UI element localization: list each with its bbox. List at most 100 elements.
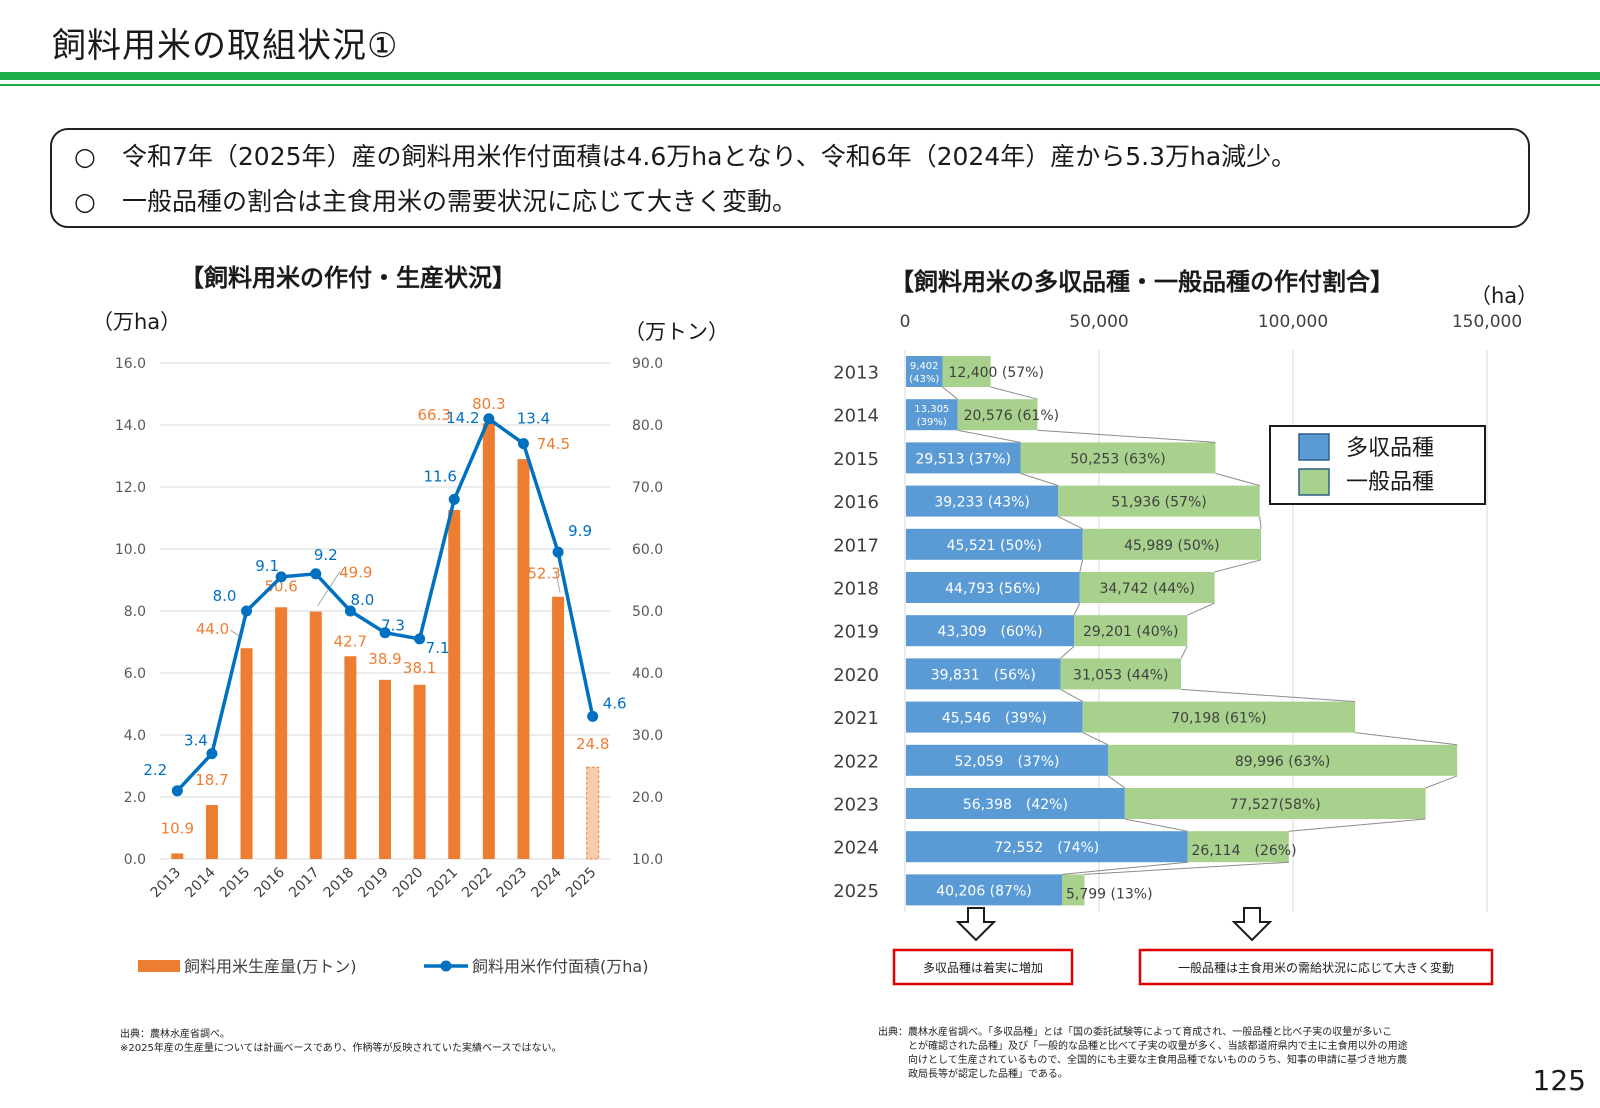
production-label: 38.9 [368,650,401,668]
general-variety-label: 31,053 (44%) [1073,667,1168,683]
production-bar [275,607,288,859]
year-label: 2021 [833,708,879,729]
multi-yield-bar [906,658,1061,690]
year-label: 2022 [459,865,496,902]
leader-line [555,572,561,593]
x-tick-label: 50,000 [1069,312,1128,332]
general-variety-bar [1082,528,1262,560]
legend-bar-label: 飼料用米生産量(万トン) [184,957,357,976]
general-variety-bar [1061,874,1085,906]
production-bar [240,648,253,859]
general-variety-label: 50,253 (63%) [1070,451,1165,467]
multi-yield-bar [906,572,1080,603]
year-label: 2014 [833,406,879,427]
multi-yield-label: 52,059 (37%) [954,754,1059,770]
left-source-line: 出典：農林水産省調べ。 [120,1029,230,1040]
title-rule-thick [0,72,1600,80]
production-label: 42.7 [334,632,367,650]
area-point [241,605,253,617]
legend-line-label: 飼料用米作付面積(万ha) [472,957,648,976]
production-label: 44.0 [196,620,229,638]
left-tick-label: 0.0 [124,852,146,868]
production-bar [517,459,530,859]
callout-box [892,948,1074,986]
series-connector [1079,559,1084,573]
production-bar [413,684,426,859]
year-label: 2013 [833,363,879,384]
series-connector [1214,559,1262,573]
x-tick-label: 100,000 [1258,312,1328,332]
production-area-chart: 0.0 2.0 4.0 6.0 8.0 10.0 12.0 14.0 16.0 10.0 20.0 3… [115,356,663,976]
general-variety-label: 45,989 (50%) [1124,538,1219,554]
series-connector [1355,732,1458,746]
year-label: 2024 [528,864,565,901]
series-connector [1084,861,1289,875]
page-number: 125 [1532,1064,1586,1097]
general-variety-label: 34,742 (44%) [1099,581,1194,597]
general-variety-bar [1107,744,1458,776]
multi-yield-bar [906,442,1021,474]
production-label: 38.1 [403,659,436,677]
general-variety-bar [942,356,991,387]
series-connector [1060,645,1075,659]
production-label: 18.7 [195,771,228,789]
production-label: 49.9 [339,564,372,582]
area-label: 9.9 [568,522,592,540]
right-source: 出典：農林水産省調べ。「多収品種」とは「国の委託試験等によって育成され、一般品種… [878,1026,1538,1082]
right-tick-label: 90.0 [632,356,663,372]
right-tick-label: 10.0 [632,852,663,868]
area-label: 9.1 [255,557,279,575]
bullet-mark: ○ [74,187,96,216]
area-point [587,710,599,722]
general-variety-label: 20,576 (61%) [964,408,1059,424]
series-connector [1259,516,1262,529]
right-chart-title: 【飼料用米の多収品種・一般品種の作付割合】 [890,268,1394,296]
year-label: 2016 [251,864,288,901]
multi-yield-bar [906,874,1062,906]
multi-yield-label: (43%) [909,374,939,385]
area-point [344,605,356,617]
general-variety-label: 89,996 (63%) [1235,754,1330,770]
series-connector [1082,732,1109,746]
multi-yield-label: 40,206 (87%) [936,883,1031,899]
multi-yield-label: 44,793 (56%) [945,581,1040,597]
year-label: 2017 [286,865,323,902]
right-tick-label: 30.0 [632,728,663,744]
series-connector [1020,472,1059,487]
general-variety-label: 5,799 (13%) [1066,886,1153,902]
area-label: 9.2 [314,546,338,564]
multi-yield-bar [906,356,943,387]
left-tick-label: 12.0 [115,480,146,496]
area-point [483,413,495,425]
year-label: 2017 [833,535,879,556]
page-title: 飼料用米の取組状況① [52,26,399,66]
x-tick-label: 150,000 [1452,312,1522,332]
production-bar [309,611,322,859]
general-variety-bar [1058,485,1260,517]
year-label: 2018 [321,865,358,902]
production-bar [171,853,184,859]
area-point [171,785,183,797]
legend-general-swatch [1298,468,1330,496]
production-label: 80.3 [472,395,505,413]
summary-box: ○ 令和7年（2025年）産の飼料用米作付面積は4.6万haとなり、令和6年（20… [50,128,1530,228]
area-label: 8.0 [350,591,374,609]
general-variety-bar [1124,788,1426,819]
general-variety-label: 12,400 (57%) [948,365,1043,381]
left-note-line: ※2025年産の生産量については計画ベースであり、作柄等が反映されていた実績ベー… [120,1043,562,1054]
series-connector [1037,429,1216,443]
down-arrow-icon [1231,907,1273,942]
right-source-line: 政局長等が認定した品種」である。 [908,1069,1068,1080]
area-label: 7.1 [426,639,450,657]
legend-multi-label: 多収品種 [1346,436,1434,461]
general-variety-bar [957,399,1038,431]
year-label: 2019 [833,622,879,643]
multi-yield-bar [906,744,1108,776]
right-tick-label: 60.0 [632,542,663,558]
general-variety-bar [1060,658,1182,690]
multi-yield-label: 45,521 (50%) [947,538,1042,554]
general-variety-bar [1079,572,1215,603]
area-label: 11.6 [424,467,457,485]
year-label: 2021 [425,865,462,902]
year-label: 2023 [494,865,531,902]
